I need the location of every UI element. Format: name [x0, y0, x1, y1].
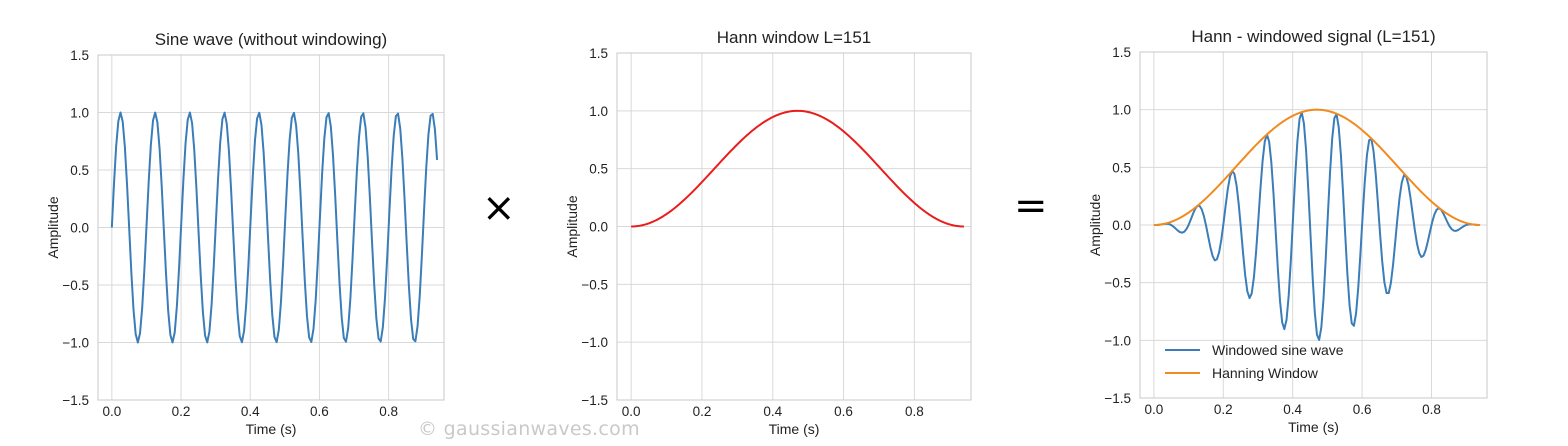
series-line-hanning-window: [1153, 108, 1481, 226]
y-tick-label: 0.5: [70, 163, 89, 178]
x-tick-label: 0.6: [310, 404, 329, 419]
series-line-2-1: [631, 109, 964, 228]
x-tick-label: 0.4: [763, 404, 782, 419]
plot-frame: [1139, 51, 1488, 399]
watermark: © gaussianwaves.com: [418, 418, 640, 440]
legend-label: Hanning Window: [1212, 365, 1319, 381]
y-tick-label: −1.0: [62, 336, 89, 351]
x-tick-label: 0.2: [1214, 402, 1233, 417]
y-tick-label: 0.0: [70, 221, 89, 236]
series-line-1-1: [110, 111, 439, 344]
chart-panel-2: 0.0 0.2 0.4 0.6 0.8 1.5 1.0 0.5 0.0 −0.5 −1.0 −1.5 H…: [564, 28, 972, 437]
plot-frame: [616, 52, 972, 401]
y-tick-label: 0.0: [1112, 218, 1131, 233]
y-axis-label: Amplitude: [564, 195, 580, 257]
plot-frame: [97, 54, 445, 401]
y-axis-label: Amplitude: [45, 196, 61, 258]
chart-title: Hann - windowed signal (L=151): [1191, 27, 1435, 46]
x-tick-label: 0.6: [834, 404, 853, 419]
y-tick-label: −0.5: [1104, 276, 1131, 291]
x-tick-label: 0.8: [379, 404, 398, 419]
y-tick-label: 1.5: [589, 46, 608, 61]
y-axis-label: Amplitude: [1087, 194, 1103, 256]
x-axis-label: Time (s): [769, 421, 820, 437]
x-tick-label: 0.4: [1283, 402, 1302, 417]
x-tick-label: 0.2: [693, 404, 712, 419]
chart-panel-1: 0.0 0.2 0.4 0.6 0.8 1.5 1.0 0.5 0.0 −0.5 −1.0 −1.5 S…: [45, 30, 445, 437]
x-tick-label: 0.6: [1353, 402, 1372, 417]
series-line-windowed-sine-wave: [1153, 111, 1481, 341]
legend-label: Windowed sine wave: [1212, 342, 1344, 358]
x-axis-label: Time (s): [1288, 419, 1339, 435]
x-tick-label: 0.0: [622, 404, 641, 419]
y-tick-label: −1.0: [581, 335, 608, 350]
y-tick-label: 1.0: [70, 106, 89, 121]
y-tick-label: −1.0: [1104, 333, 1131, 348]
x-tick-label: 0.4: [241, 404, 260, 419]
x-axis-label: Time (s): [246, 421, 297, 437]
x-tick-label: 0.8: [1422, 402, 1441, 417]
y-tick-label: 0.0: [589, 220, 608, 235]
x-tick-label: 0.2: [172, 404, 191, 419]
y-tick-label: 1.0: [589, 104, 608, 119]
y-tick-label: 0.5: [1112, 160, 1131, 175]
y-tick-label: −0.5: [62, 278, 89, 293]
y-tick-label: −0.5: [581, 277, 608, 292]
x-tick-label: 0.8: [905, 404, 924, 419]
y-tick-label: 1.5: [1112, 45, 1131, 60]
equals-operator: =: [1014, 183, 1048, 229]
y-tick-label: 1.5: [70, 48, 89, 63]
x-tick-label: 0.0: [102, 404, 121, 419]
y-tick-label: −1.5: [62, 393, 89, 408]
y-tick-label: 0.5: [589, 162, 608, 177]
chart-title: Sine wave (without windowing): [155, 30, 387, 49]
y-tick-label: −1.5: [1104, 391, 1131, 406]
chart-title: Hann window L=151: [717, 28, 872, 47]
x-tick-label: 0.0: [1144, 402, 1163, 417]
chart-panel-3: 0.0 0.2 0.4 0.6 0.8 1.5 1.0 0.5 0.0 −0.5 −1.0 −1.5 H…: [1087, 27, 1488, 435]
multiply-operator: ×: [482, 185, 516, 231]
legend: Windowed sine wave Hanning Window: [1165, 342, 1344, 381]
y-tick-label: −1.5: [581, 393, 608, 408]
y-tick-label: 1.0: [1112, 103, 1131, 118]
